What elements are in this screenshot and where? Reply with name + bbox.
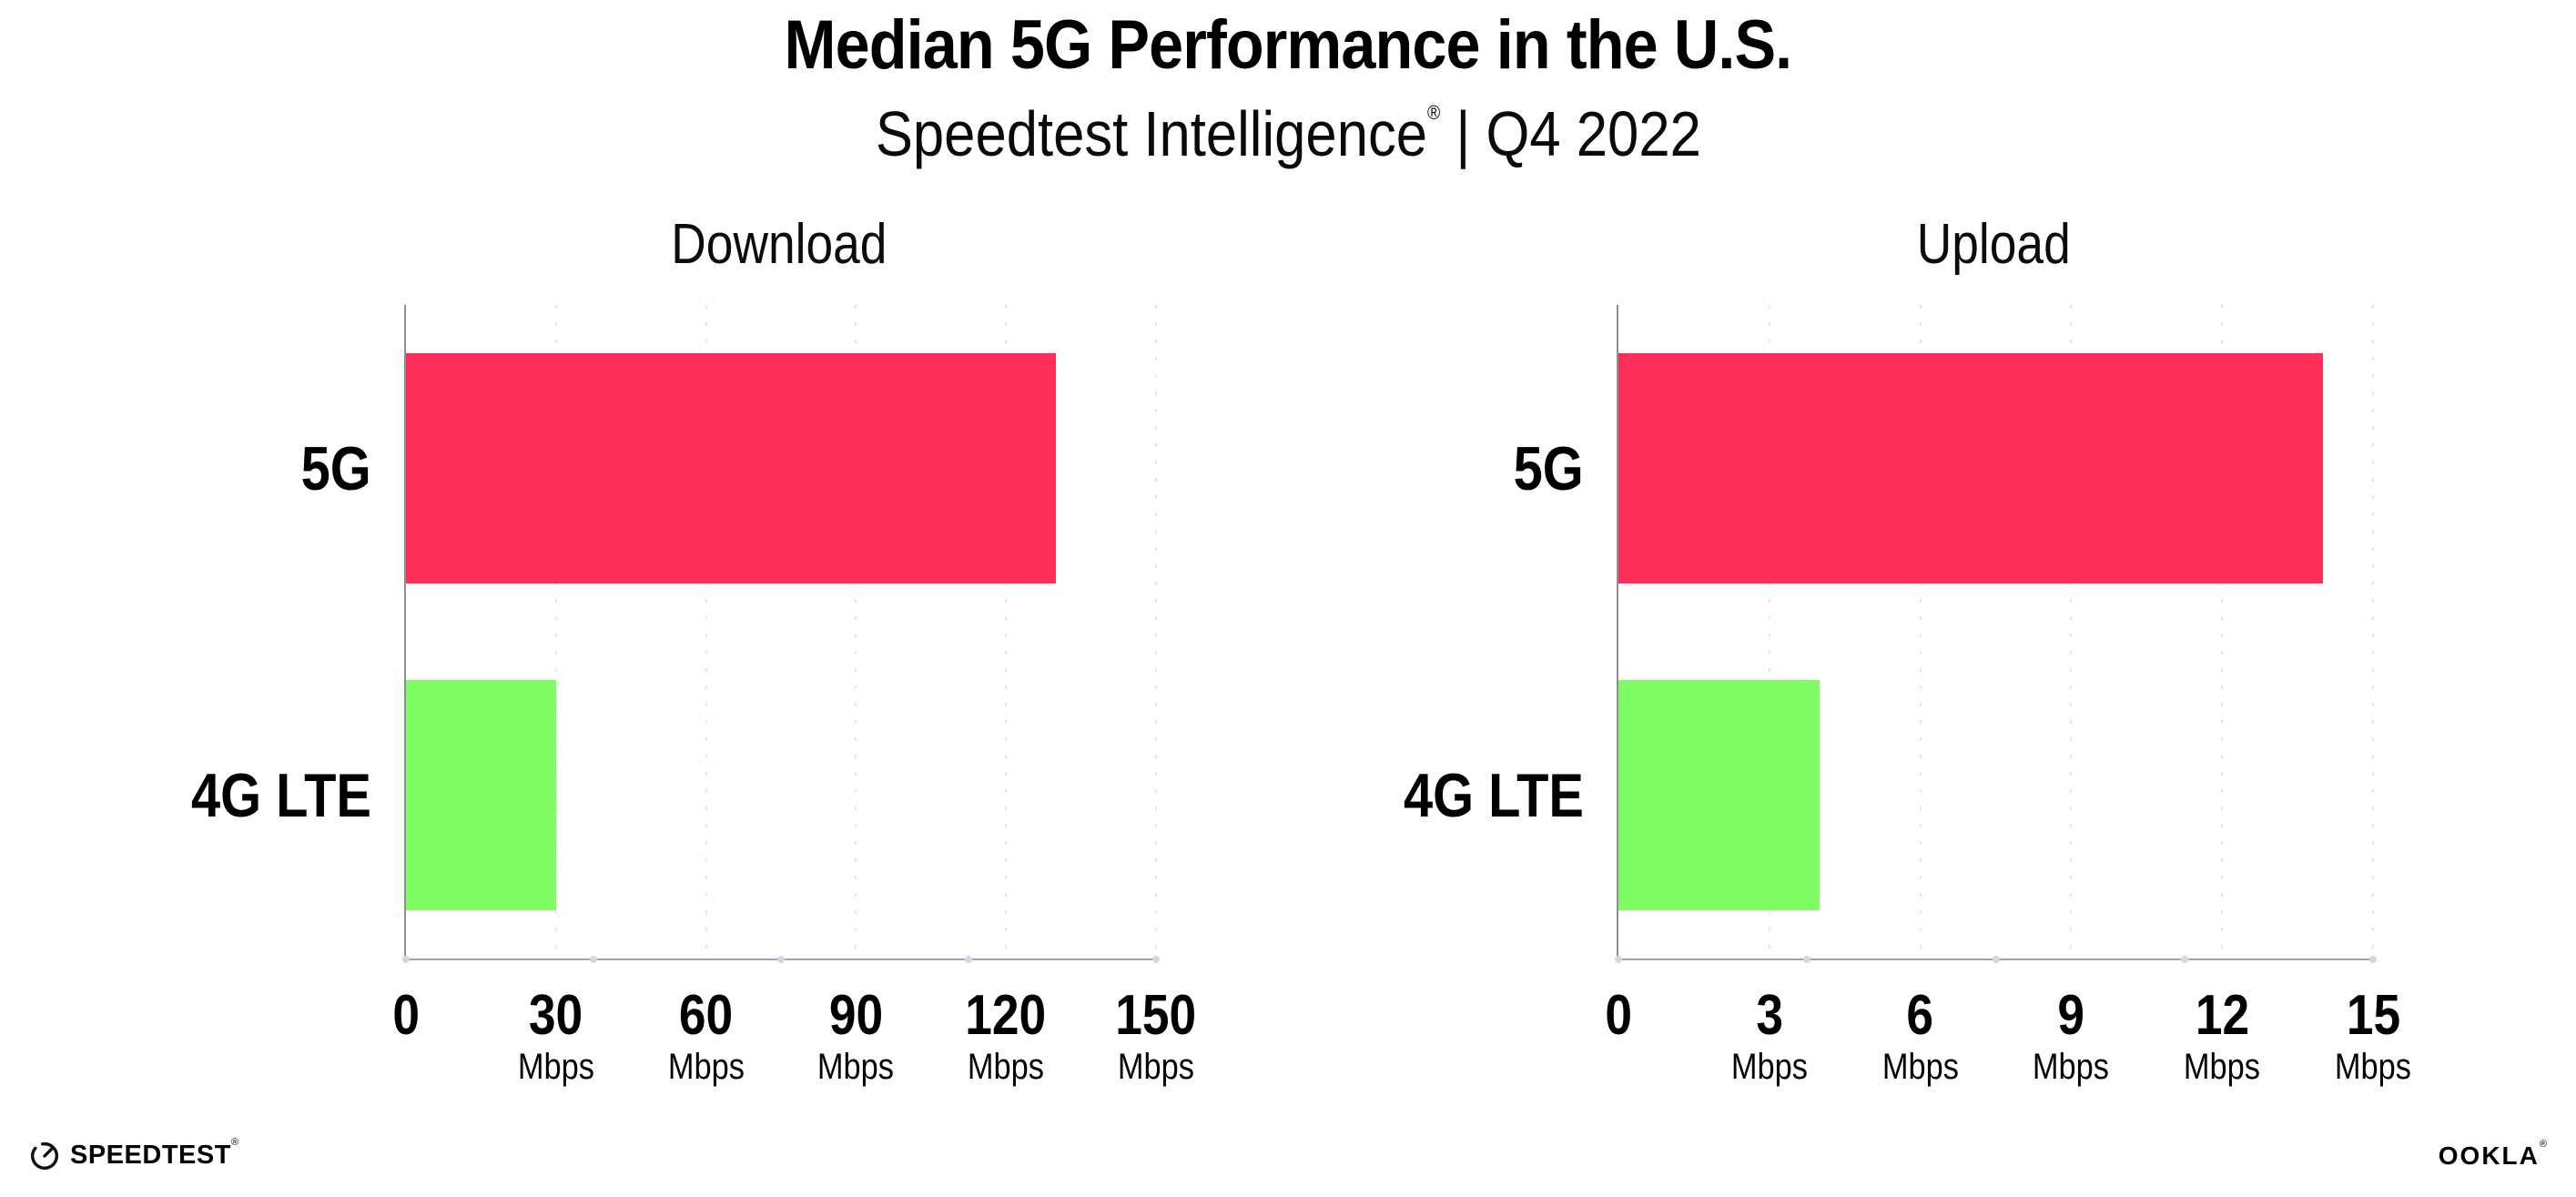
axis-tick-dot	[2180, 956, 2188, 963]
registered-mark: ®	[1426, 101, 1440, 124]
speedtest-gauge-icon	[31, 1141, 59, 1170]
page-title-text: Median 5G Performance in the U.S.	[784, 6, 1793, 84]
gridline-120-mbps	[1005, 305, 1008, 959]
upload-chart-title-text: Upload	[1917, 213, 2071, 276]
x-tick-unit-15: Mbps	[2334, 1047, 2412, 1087]
download-plot-area: 5G 4G LTE 0 30 Mbps 60 Mbps 90 Mbps 120 Mbps 150 Mbp…	[191, 305, 1196, 1085]
upload-chart-panel: Upload 5G 4G LTE 0 3 Mbps 6 Mbps 9 Mbps 12 Mbps 15 M…	[1404, 217, 2411, 1086]
axis-tick-dot	[965, 956, 972, 963]
axis-tick-dot	[1152, 956, 1160, 963]
x-tick-unit-9: Mbps	[2033, 1047, 2110, 1087]
x-tick-unit-6: Mbps	[1881, 1047, 1959, 1087]
gridline-6-mbps	[1919, 305, 1922, 959]
bar-5g-download	[406, 353, 1057, 583]
ookla-logo-text: OOKLA®	[2438, 1138, 2549, 1170]
x-tick-unit-12: Mbps	[2184, 1047, 2261, 1087]
x-tick-unit-120: Mbps	[968, 1047, 1045, 1087]
axis-tick-dot	[1992, 956, 2000, 963]
gridline-150-mbps	[1155, 305, 1157, 959]
speedtest-logo: SPEEDTEST®	[27, 1134, 239, 1176]
gridline-9-mbps	[2070, 305, 2073, 959]
gridline-15-mbps	[2372, 305, 2374, 959]
gridline-3-mbps	[1768, 305, 1770, 959]
axis-tick-dot	[402, 956, 410, 963]
x-tick-unit-60: Mbps	[667, 1047, 745, 1087]
x-tick-label-12: 12	[2195, 984, 2249, 1047]
download-chart-title: Download	[404, 217, 1154, 273]
x-tick-label-150: 150	[1115, 984, 1197, 1047]
speedtest-logo-text: SPEEDTEST®	[70, 1136, 239, 1170]
category-label-5g: 5G	[1513, 433, 1584, 503]
ookla-logo: OOKLA®	[2438, 1138, 2549, 1170]
axis-tick-dot	[1615, 956, 1622, 963]
category-label-5g: 5G	[300, 433, 371, 503]
x-tick-label-0: 0	[392, 984, 420, 1047]
x-tick-label-90: 90	[828, 984, 884, 1047]
bar-4g-lte-download	[406, 680, 556, 910]
upload-chart-title: Upload	[1617, 217, 2371, 273]
category-label-4g-lte: 4G LTE	[1403, 760, 1584, 830]
gridline-60-mbps	[705, 305, 707, 959]
axis-tick-dot	[777, 956, 785, 963]
ookla-logo-mark: ®	[2539, 1138, 2549, 1150]
x-tick-unit-3: Mbps	[1730, 1047, 1808, 1087]
gridline-90-mbps	[855, 305, 857, 959]
x-tick-unit-30: Mbps	[517, 1047, 594, 1087]
page-subtitle: Speedtest Intelligence® | Q4 2022	[0, 102, 2576, 166]
x-tick-unit-90: Mbps	[817, 1047, 895, 1087]
x-tick-label-30: 30	[529, 984, 583, 1047]
axis-tick-dot	[1803, 956, 1811, 963]
page-title: Median 5G Performance in the U.S.	[0, 11, 2576, 80]
gridline-12-mbps	[2221, 305, 2224, 959]
upload-plot-area: 5G 4G LTE 0 3 Mbps 6 Mbps 9 Mbps 12 Mbps 15 Mbps	[1404, 305, 2411, 1085]
x-tick-label-60: 60	[678, 984, 734, 1047]
axis-tick-dot	[2369, 956, 2377, 963]
gridline-30-mbps	[554, 305, 557, 959]
bar-4g-lte-upload	[1618, 680, 1820, 910]
x-tick-label-9: 9	[2057, 984, 2085, 1047]
x-tick-label-120: 120	[965, 984, 1047, 1047]
category-label-4g-lte: 4G LTE	[190, 760, 371, 830]
x-tick-label-3: 3	[1755, 984, 1783, 1047]
subtitle-suffix: | Q4 2022	[1439, 98, 1701, 169]
x-tick-label-0: 0	[1605, 984, 1632, 1047]
x-tick-label-6: 6	[1906, 984, 1934, 1047]
x-tick-label-15: 15	[2346, 984, 2400, 1047]
page-subtitle-text: Speedtest Intelligence® | Q4 2022	[875, 102, 1700, 166]
speedtest-logo-mark: ®	[230, 1136, 239, 1148]
download-chart-title-text: Download	[671, 213, 887, 276]
x-tick-unit-150: Mbps	[1117, 1047, 1195, 1087]
bar-5g-upload	[1618, 353, 2323, 583]
axis-tick-dot	[590, 956, 597, 963]
download-chart-panel: Download 5G 4G LTE 0 30 Mbps 60 Mbps 90 Mbps 120 M…	[191, 217, 1197, 1086]
subtitle-prefix: Speedtest Intelligence	[875, 98, 1427, 169]
